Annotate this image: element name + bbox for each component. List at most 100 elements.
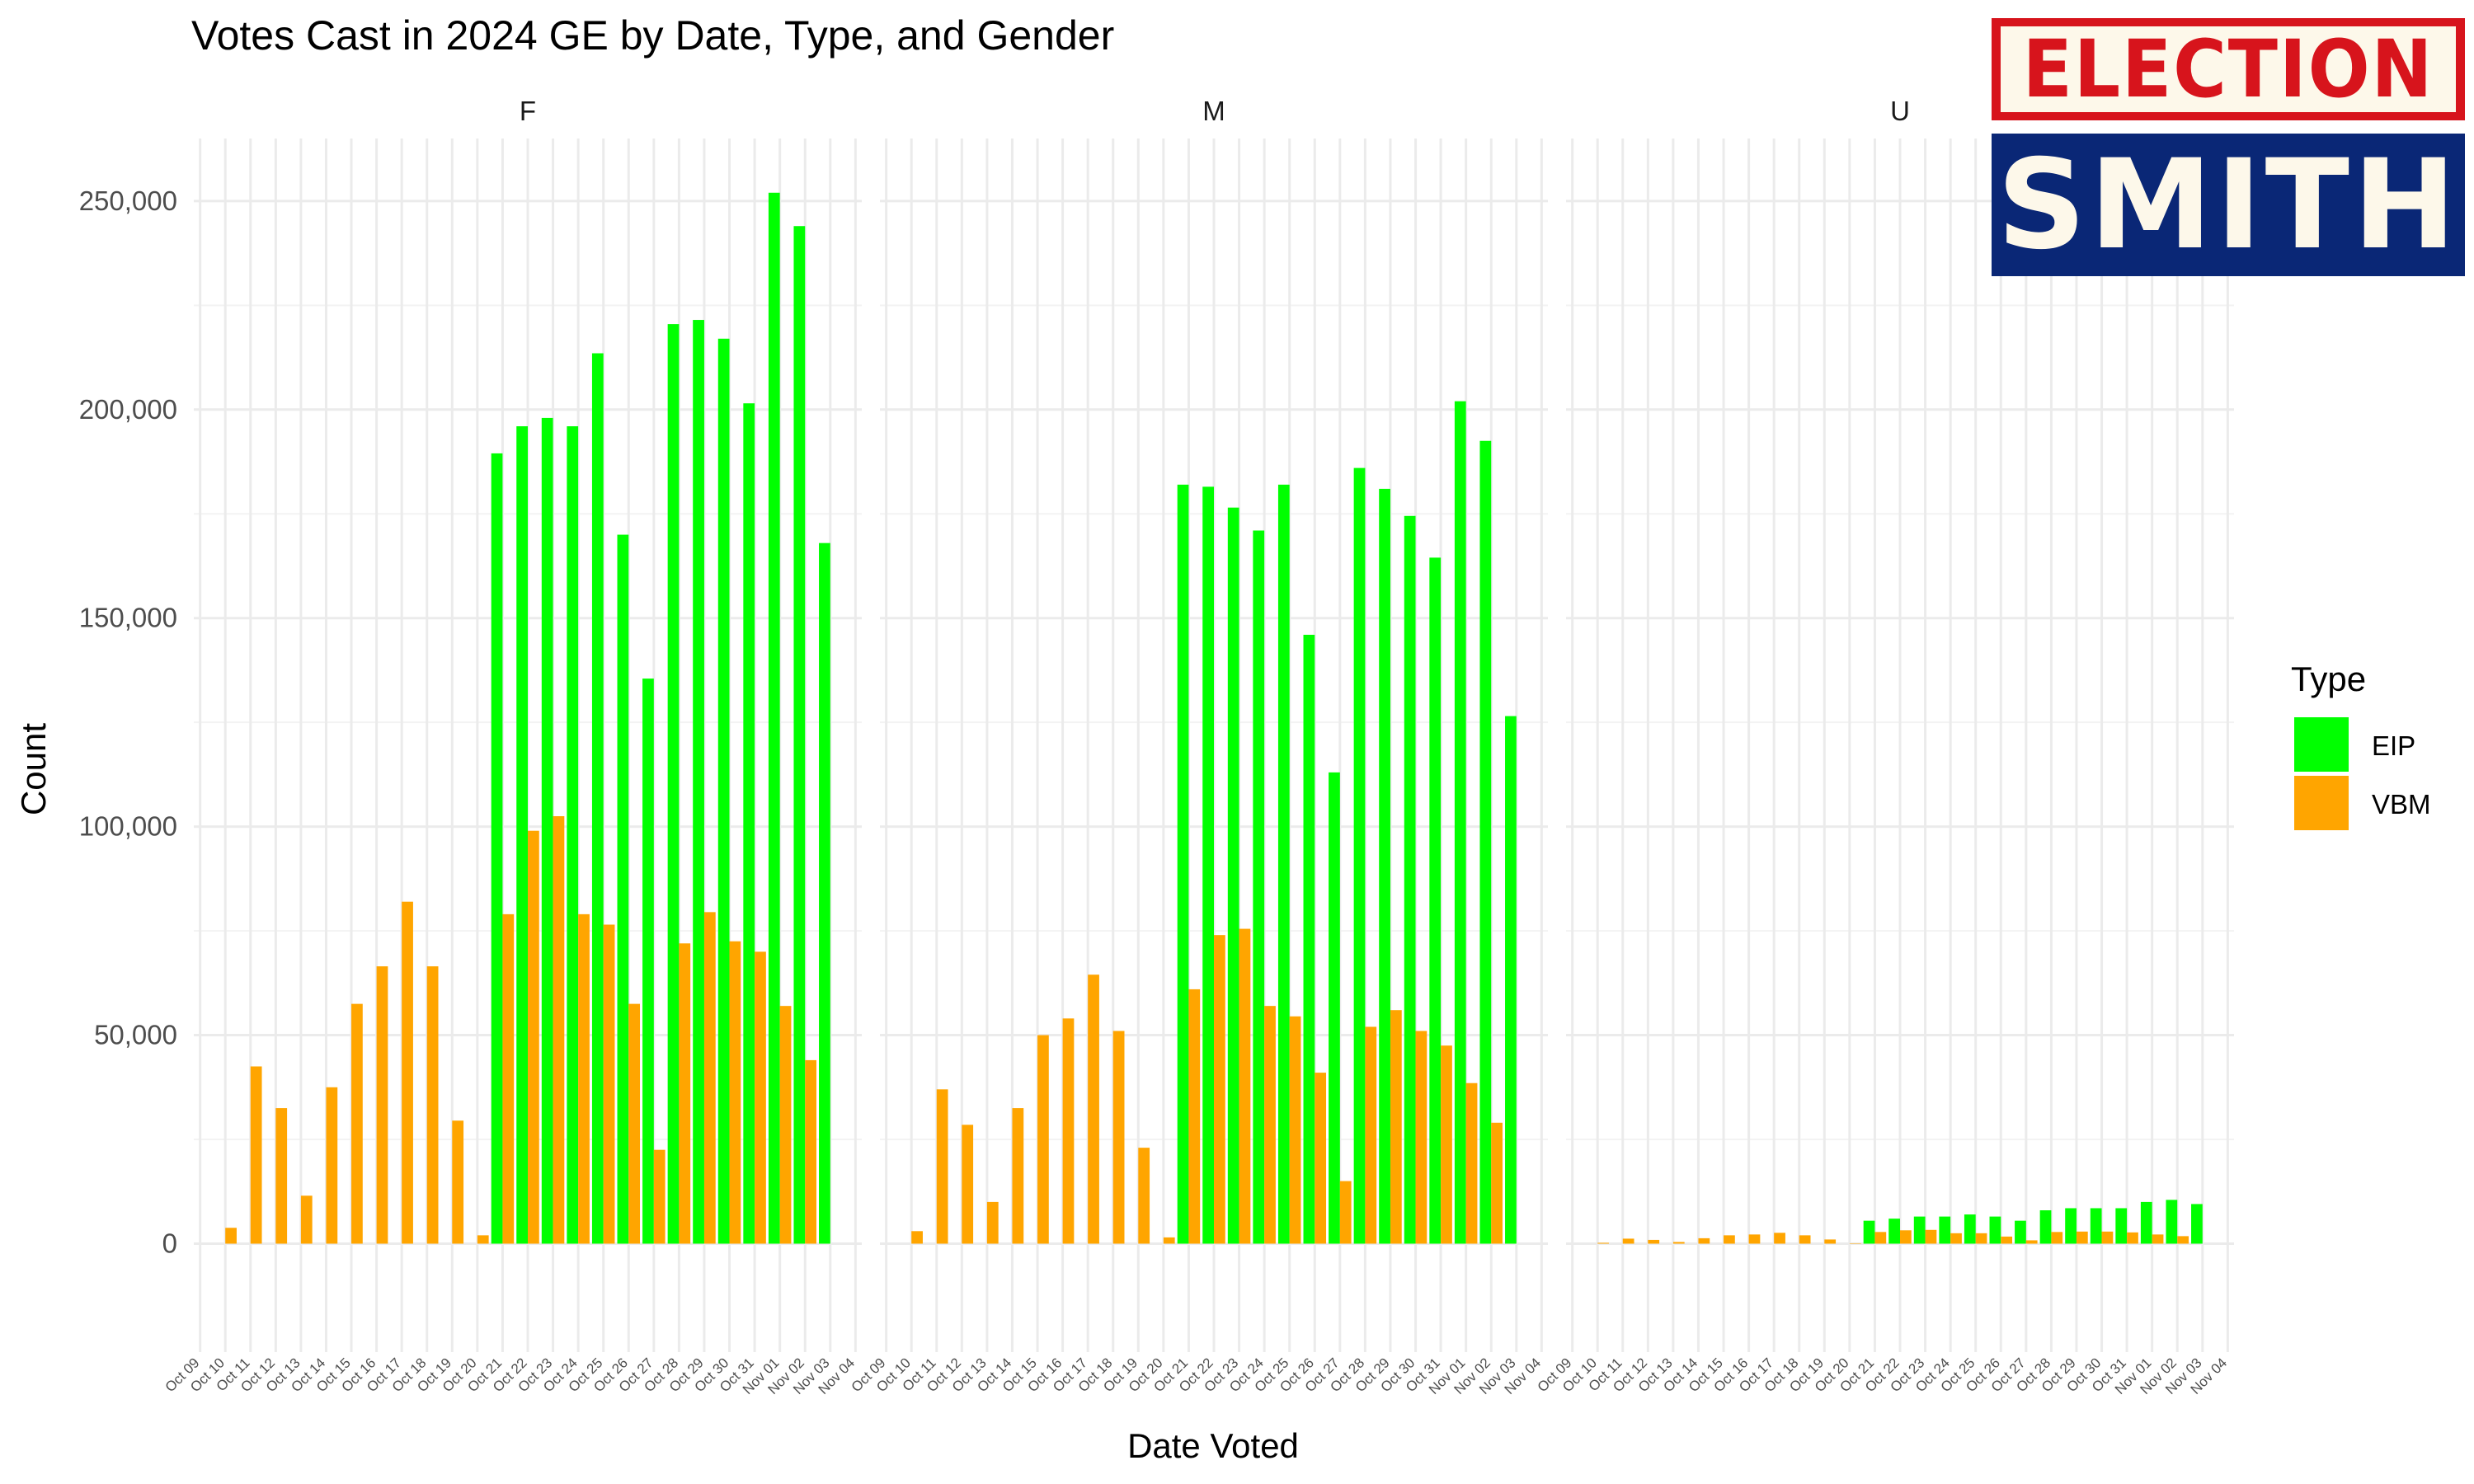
vbm-bar xyxy=(1824,1239,1837,1244)
vbm-bar xyxy=(1900,1230,1912,1244)
vbm-bar xyxy=(2101,1231,2114,1244)
vbm-bar xyxy=(1188,989,1201,1244)
legend-label-eip: EIP xyxy=(2372,730,2415,761)
facet-strip-label: U xyxy=(1890,96,1910,126)
eip-bar xyxy=(1888,1219,1900,1244)
vbm-bar xyxy=(962,1125,974,1244)
eip-bar xyxy=(1379,488,1390,1244)
vbm-bar xyxy=(1648,1239,1660,1244)
eip-bar xyxy=(2065,1208,2077,1244)
vbm-bar xyxy=(1874,1232,1887,1244)
vbm-bar xyxy=(1698,1237,1710,1244)
vbm-bar xyxy=(1849,1242,1861,1244)
vbm-bar xyxy=(1037,1035,1049,1244)
vbm-bar xyxy=(1925,1229,1937,1244)
y-axis-tick-labels: 0 50,000 100,000 150,000 200,000 250,000 xyxy=(79,186,177,1259)
vbm-bar xyxy=(1012,1108,1024,1244)
vbm-bar xyxy=(250,1066,262,1244)
vbm-bar xyxy=(2001,1236,2013,1244)
eip-bar xyxy=(617,534,629,1244)
eip-bar xyxy=(2191,1204,2203,1244)
vbm-bar xyxy=(679,943,691,1244)
vbm-bar xyxy=(1062,1018,1075,1244)
vbm-bar xyxy=(1724,1235,1735,1244)
legend-title: Type xyxy=(2291,660,2366,698)
vbm-bar xyxy=(477,1235,489,1244)
vbm-bar xyxy=(300,1195,313,1244)
vbm-bar xyxy=(1365,1026,1377,1244)
vbm-bar xyxy=(1415,1031,1427,1244)
vbm-bar xyxy=(1774,1233,1785,1244)
eip-bar xyxy=(1505,716,1517,1244)
vbm-bar xyxy=(2076,1231,2088,1244)
eip-bar xyxy=(642,679,654,1244)
eip-bar xyxy=(1913,1216,1926,1244)
vbm-bar xyxy=(1390,1010,1402,1244)
eip-bar xyxy=(819,542,830,1244)
eip-bar xyxy=(541,417,553,1244)
logo-line-2: SMITH xyxy=(1997,133,2460,277)
facet-strip-label: M xyxy=(1202,96,1225,126)
vbm-bar xyxy=(553,815,565,1244)
eip-bar xyxy=(491,453,503,1244)
vbm-bar xyxy=(1214,935,1225,1244)
vbm-bar xyxy=(2152,1234,2164,1244)
vbm-bar xyxy=(275,1108,288,1244)
logo-bottom-band: SMITH xyxy=(1992,134,2465,276)
vbm-bar xyxy=(2177,1236,2189,1244)
vbm-bar xyxy=(755,951,766,1244)
eip-bar xyxy=(2115,1208,2128,1244)
eip-bar xyxy=(1329,772,1340,1244)
vbm-bar xyxy=(225,1228,237,1244)
eip-bar xyxy=(2090,1208,2102,1244)
eip-bar xyxy=(1964,1214,1976,1244)
vbm-bar xyxy=(1748,1234,1761,1244)
vbm-bar xyxy=(1112,1031,1125,1244)
logo-top-band: ELECTION xyxy=(1992,18,2465,120)
eip-bar xyxy=(2039,1210,2052,1244)
vbm-bar xyxy=(2025,1240,2038,1244)
vbm-bar xyxy=(1264,1006,1276,1244)
eip-bar xyxy=(1479,440,1492,1244)
vbm-bar xyxy=(1163,1237,1175,1244)
logo-line-1: ELECTION xyxy=(2022,23,2434,115)
facet-strip-label: F xyxy=(520,96,536,126)
vbm-bar xyxy=(603,924,615,1244)
vbm-bar xyxy=(628,1003,641,1244)
eip-bar xyxy=(2015,1220,2026,1244)
y-tick-label: 0 xyxy=(162,1228,177,1258)
y-tick-label: 100,000 xyxy=(79,811,177,842)
y-tick-label: 50,000 xyxy=(94,1020,177,1050)
chart-title: Votes Cast in 2024 GE by Date, Type, and… xyxy=(191,12,1114,59)
vbm-bar xyxy=(351,1003,363,1244)
vbm-bar xyxy=(452,1120,464,1244)
eip-bar xyxy=(1863,1220,1875,1244)
vbm-bar xyxy=(376,966,388,1244)
eip-bar xyxy=(1454,401,1466,1244)
eip-bar xyxy=(591,353,604,1244)
eip-bar xyxy=(1303,634,1315,1244)
vbm-bar xyxy=(653,1149,666,1244)
y-tick-label: 250,000 xyxy=(79,186,177,216)
legend: Type EIP VBM xyxy=(2291,660,2431,830)
vbm-bar xyxy=(1289,1016,1301,1244)
eip-bar xyxy=(1939,1216,1951,1244)
vbm-bar xyxy=(1315,1073,1327,1244)
vbm-bar xyxy=(326,1087,338,1244)
eip-bar xyxy=(667,324,680,1244)
legend-label-vbm: VBM xyxy=(2372,789,2431,819)
vbm-bar xyxy=(402,901,413,1244)
vbm-bar xyxy=(1088,974,1099,1244)
eip-bar xyxy=(768,192,780,1244)
vbm-bar xyxy=(426,966,439,1244)
eip-bar xyxy=(516,426,528,1244)
vbm-bar xyxy=(502,913,515,1244)
vbm-bar xyxy=(1622,1238,1634,1244)
eip-bar xyxy=(693,320,704,1244)
eip-bar xyxy=(1353,467,1366,1244)
eip-bar xyxy=(2166,1200,2178,1244)
